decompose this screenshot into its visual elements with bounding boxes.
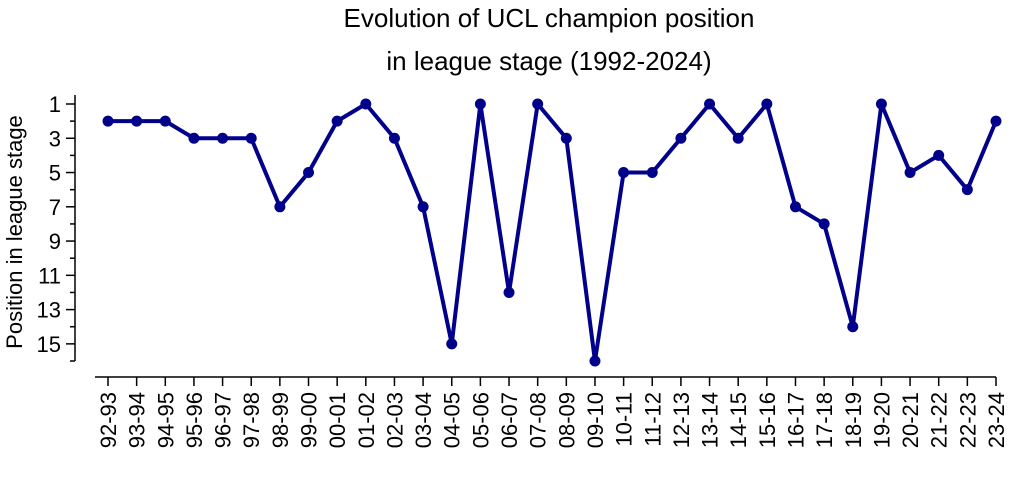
- x-tick-label: 16-17: [783, 392, 808, 448]
- y-tick-label: 11: [38, 263, 61, 288]
- chart-title-line-1: Evolution of UCL champion position: [344, 3, 755, 33]
- x-tick-label: 17-18: [812, 392, 837, 448]
- data-point: [446, 338, 458, 350]
- x-tick-label: 10-11: [612, 392, 637, 447]
- data-point: [274, 201, 286, 213]
- y-tick-label: 13: [37, 298, 61, 323]
- data-point: [618, 167, 630, 179]
- x-tick-label: 11-12: [640, 392, 665, 447]
- data-point: [704, 98, 716, 110]
- x-tick-label: 01-02: [354, 392, 379, 448]
- x-tick-label: 18-19: [841, 392, 866, 448]
- x-tick-label: 12-13: [669, 392, 694, 448]
- data-point: [818, 218, 830, 230]
- data-point: [560, 132, 572, 144]
- data-point: [875, 98, 887, 110]
- x-tick-label: 94-95: [153, 392, 178, 448]
- data-point: [102, 115, 114, 127]
- data-point: [847, 321, 859, 333]
- x-tick-label: 95-96: [182, 392, 207, 448]
- x-tick-label: 99-00: [297, 392, 322, 448]
- x-tick-label: 96-97: [211, 392, 236, 448]
- data-point: [532, 98, 544, 110]
- y-tick-label: 7: [49, 195, 61, 220]
- x-ticks: 92-93 93-94 94-95 95-96 96-97 97-98 98-99 99-00…: [96, 377, 1009, 448]
- x-tick-label: 22-23: [955, 392, 980, 448]
- x-tick-label: 15-16: [755, 392, 780, 448]
- data-point: [990, 115, 1002, 127]
- data-point: [303, 167, 315, 179]
- data-point: [245, 132, 257, 144]
- y-axis-label: Position in league stage: [2, 115, 27, 349]
- x-tick-label: 02-03: [382, 392, 407, 448]
- x-tick-label: 23-24: [984, 392, 1009, 448]
- y-tick-label: 9: [49, 229, 61, 254]
- x-tick-label: 97-98: [239, 392, 264, 448]
- data-point: [933, 149, 945, 161]
- data-point: [646, 167, 658, 179]
- data-point: [732, 132, 744, 144]
- data-point: [188, 132, 200, 144]
- x-tick-label: 20-21: [898, 392, 923, 448]
- x-tick-label: 21-22: [927, 392, 952, 448]
- series-group: [102, 98, 1002, 367]
- x-tick-label: 00-01: [325, 392, 350, 448]
- data-point: [417, 201, 429, 213]
- y-tick-label: 5: [49, 161, 61, 186]
- data-point: [761, 98, 773, 110]
- data-point: [388, 132, 400, 144]
- x-tick-label: 07-08: [526, 392, 551, 448]
- data-point: [904, 167, 916, 179]
- x-tick-label: 06-07: [497, 392, 522, 448]
- x-tick-label: 03-04: [411, 392, 436, 448]
- x-tick-label: 05-06: [468, 392, 493, 448]
- y-tick-label: 15: [37, 332, 61, 357]
- x-tick-label: 08-09: [554, 392, 579, 448]
- series-line: [108, 102, 998, 363]
- x-tick-label: 13-14: [698, 392, 723, 448]
- chart-title-line-2: in league stage (1992-2024): [386, 46, 711, 76]
- data-point: [331, 115, 343, 127]
- data-point: [159, 115, 171, 127]
- data-point: [360, 98, 372, 110]
- y-tick-label: 3: [49, 126, 61, 151]
- x-tick-label: 19-20: [869, 392, 894, 448]
- x-tick-label: 09-10: [583, 392, 608, 448]
- data-point: [503, 286, 515, 298]
- data-point: [217, 132, 229, 144]
- data-point: [675, 132, 687, 144]
- data-point: [961, 184, 973, 196]
- x-tick-label: 14-15: [726, 392, 751, 448]
- x-tick-label: 04-05: [440, 392, 465, 448]
- data-point: [789, 201, 801, 213]
- x-tick-label: 98-99: [268, 392, 293, 448]
- data-point: [131, 115, 143, 127]
- data-point: [474, 98, 486, 110]
- x-tick-label: 93-94: [125, 392, 150, 448]
- y-tick-label: 1: [49, 92, 61, 117]
- x-tick-label: 92-93: [96, 392, 121, 448]
- data-point: [589, 355, 601, 367]
